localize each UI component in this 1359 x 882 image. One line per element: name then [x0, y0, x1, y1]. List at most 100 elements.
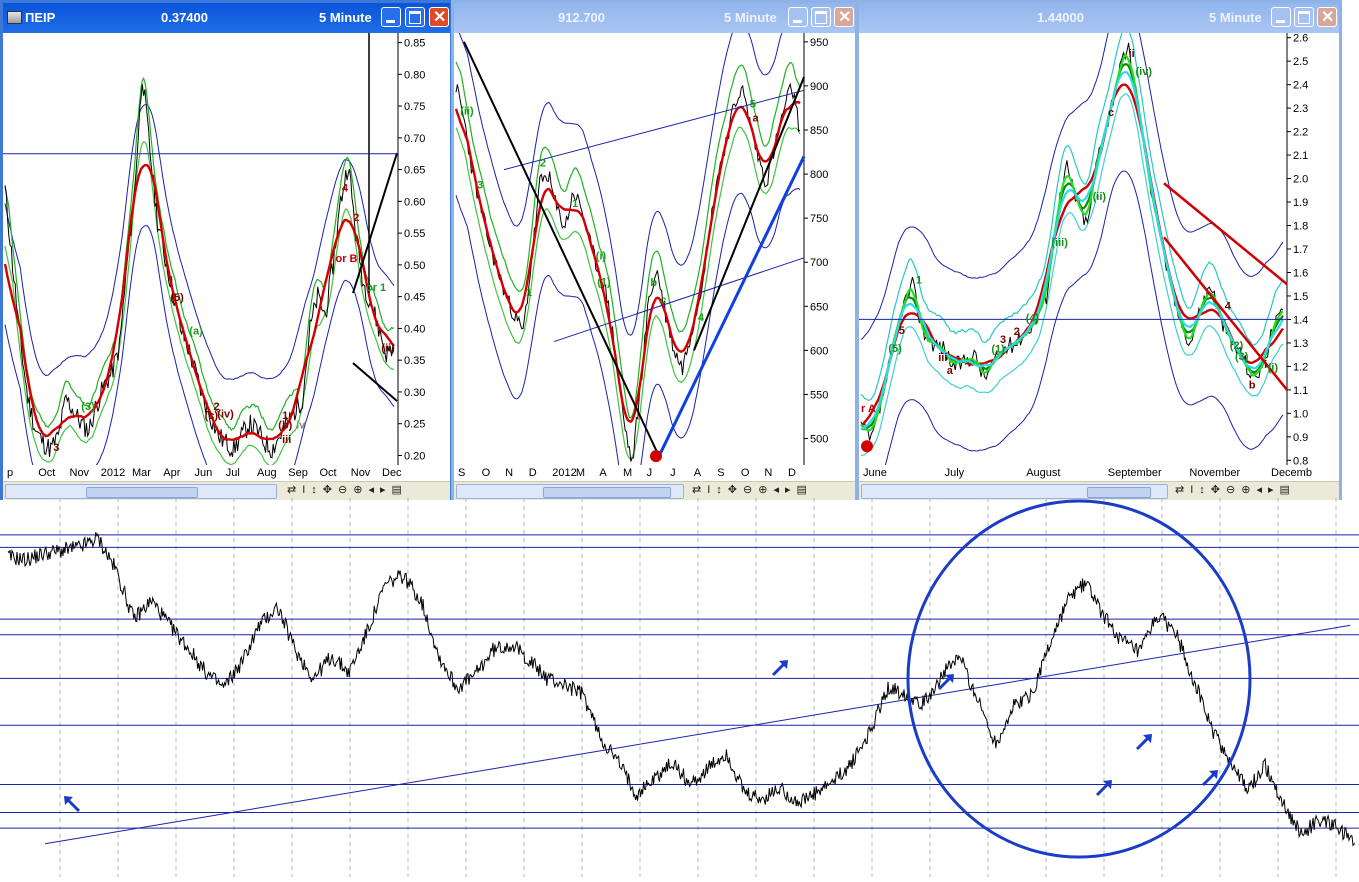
- close-button[interactable]: ✕: [834, 7, 854, 27]
- chart-tools[interactable]: ⇄I↕✥⊖⊕◂▸▤: [692, 483, 813, 496]
- sync-icon[interactable]: ⇄: [287, 484, 303, 496]
- chart-window-2[interactable]: 912.700 5 Minute ✕ 950 900 850 800 750 700 650…: [451, 0, 858, 500]
- chart-window-1[interactable]: ΠΕΙΡ 0.37400 5 Minute ✕ 0.85 0.80 0.75 0.70…: [0, 0, 453, 500]
- title-bar[interactable]: 912.700 5 Minute ✕: [454, 3, 855, 33]
- wave-label: 2: [1014, 326, 1020, 338]
- price-plot[interactable]: 2.6 2.5 2.4 2.3 2.2 2.1 2.0 1.9 1.8 1.7 1.6 1.5 1.4 1…: [859, 33, 1339, 465]
- maximize-icon: [409, 11, 421, 24]
- scroll-left-icon[interactable]: ◂: [1256, 484, 1268, 496]
- price-plot[interactable]: 0.85 0.80 0.75 0.70 0.65 0.60 0.55 0.50 0.45 0.40…: [3, 33, 450, 465]
- scroll-right-icon[interactable]: ▸: [1267, 484, 1280, 496]
- scroll-right-icon[interactable]: ▸: [379, 484, 392, 496]
- minimize-button[interactable]: [1271, 7, 1291, 27]
- x-tick-label: Oct: [38, 467, 56, 479]
- interval-label: 5 Minute: [1209, 10, 1262, 25]
- minimize-button[interactable]: [788, 7, 808, 27]
- sync-icon[interactable]: ⇄: [1175, 484, 1191, 496]
- vertical-zoom-icon[interactable]: ↕: [311, 484, 323, 496]
- scroll-thumb[interactable]: [1087, 487, 1151, 498]
- move-icon[interactable]: ✥: [322, 484, 338, 496]
- maximize-button[interactable]: [1294, 7, 1314, 27]
- wave-label: (1): [991, 344, 1005, 356]
- zoom-out-icon[interactable]: ⊖: [1226, 484, 1242, 496]
- zoom-in-icon[interactable]: ⊕: [758, 484, 774, 496]
- y-tick-label: 0.25: [404, 419, 425, 431]
- long-term-chart-svg[interactable]: [0, 498, 1359, 877]
- wave-label: (ii): [1093, 191, 1107, 203]
- wave-label: a: [753, 113, 760, 125]
- price-chart-svg[interactable]: 2.6 2.5 2.4 2.3 2.2 2.1 2.0 1.9 1.8 1.7 1.6 1.5 1.4 1…: [859, 33, 1339, 465]
- x-tick-label: S: [458, 467, 466, 479]
- envelope-upper-line: [455, 61, 801, 419]
- y-tick-label: 650: [810, 301, 828, 313]
- x-tick-label: O: [481, 467, 491, 479]
- horizontal-scrollbar[interactable]: [456, 484, 684, 499]
- zoom-out-icon[interactable]: ⊖: [338, 484, 354, 496]
- scroll-toolbar[interactable]: ⇄I↕✥⊖⊕◂▸▤: [454, 481, 855, 500]
- zoom-in-icon[interactable]: ⊕: [353, 484, 369, 496]
- move-icon[interactable]: ✥: [1210, 484, 1226, 496]
- window-menu-icon[interactable]: ▤: [796, 484, 813, 496]
- horizontal-scrollbar[interactable]: [861, 484, 1168, 499]
- wave-label: 4: [342, 182, 349, 194]
- maximize-button[interactable]: [405, 7, 425, 27]
- wave-label: (a): [189, 326, 203, 338]
- cursor-icon[interactable]: I: [1190, 484, 1200, 496]
- scroll-left-icon[interactable]: ◂: [368, 484, 380, 496]
- cursor-icon[interactable]: I: [302, 484, 312, 496]
- cursor-icon[interactable]: I: [707, 484, 717, 496]
- arrow-icon: [937, 674, 954, 691]
- scroll-right-icon[interactable]: ▸: [784, 484, 797, 496]
- wave-label: (3): [81, 401, 95, 413]
- scroll-toolbar[interactable]: ⇄I↕✥⊖⊕◂▸▤: [859, 481, 1339, 500]
- x-tick-label: N: [764, 467, 773, 479]
- sync-icon[interactable]: ⇄: [692, 484, 708, 496]
- lower-band-line: [884, 170, 1284, 465]
- y-tick-label: 0.80: [404, 69, 425, 81]
- vertical-zoom-icon[interactable]: ↕: [716, 484, 728, 496]
- minimize-button[interactable]: [381, 7, 401, 27]
- channel-upper-line: [503, 89, 805, 171]
- y-tick-label: 0.55: [404, 228, 425, 240]
- scroll-left-icon[interactable]: ◂: [773, 484, 785, 496]
- maximize-button[interactable]: [811, 7, 831, 27]
- scroll-thumb[interactable]: [543, 487, 671, 498]
- chart-window-3[interactable]: 1.44000 5 Minute ✕ 2.6 2.5 2.4 2.3 2.2 2.1 2.0…: [856, 0, 1342, 500]
- vertical-zoom-icon[interactable]: ↕: [1199, 484, 1211, 496]
- wave-label: 3: [1000, 334, 1006, 346]
- minimize-icon: [386, 20, 395, 23]
- y-tick-label: 0.35: [404, 355, 425, 367]
- price-label: 0.37400: [161, 10, 208, 25]
- app-icon: [7, 11, 22, 24]
- scroll-toolbar[interactable]: ⇄I↕✥⊖⊕◂▸▤: [3, 481, 450, 500]
- moving-average-line: [860, 83, 1284, 427]
- scroll-thumb[interactable]: [86, 487, 198, 498]
- envelope-lower-line: [4, 141, 395, 465]
- wave-label: (i): [1268, 362, 1279, 374]
- window-menu-icon[interactable]: ▤: [391, 484, 408, 496]
- close-button[interactable]: ✕: [429, 7, 449, 27]
- title-bar[interactable]: ΠΕΙΡ 0.37400 5 Minute ✕: [3, 3, 450, 33]
- title-bar[interactable]: 1.44000 5 Minute ✕: [859, 3, 1339, 33]
- close-button[interactable]: ✕: [1317, 7, 1337, 27]
- wave-label: (2): [1230, 340, 1244, 352]
- wave-label: (b): [278, 419, 292, 431]
- price-chart-svg[interactable]: 0.85 0.80 0.75 0.70 0.65 0.60 0.55 0.50 0.45 0.40…: [3, 33, 450, 465]
- price-plot[interactable]: 950 900 850 800 750 700 650 600 550 500 (i) (1) 1 2 3 4…: [454, 33, 855, 465]
- wave-label: (3): [1235, 351, 1249, 363]
- chart-tools[interactable]: ⇄I↕✥⊖⊕◂▸▤: [1175, 483, 1296, 496]
- wave-label: (1): [597, 276, 611, 288]
- move-icon[interactable]: ✥: [727, 484, 743, 496]
- chart-tools[interactable]: ⇄I↕✥⊖⊕◂▸▤: [287, 483, 408, 496]
- price-chart-svg[interactable]: 950 900 850 800 750 700 650 600 550 500 (i) (1) 1 2 3 4…: [454, 33, 855, 465]
- arrow-icon: [1135, 734, 1152, 751]
- zoom-in-icon[interactable]: ⊕: [1241, 484, 1257, 496]
- x-tick-label: A: [599, 467, 607, 479]
- wave-label: (5): [888, 343, 902, 355]
- horizontal-scrollbar[interactable]: [5, 484, 277, 499]
- wave-label: iv: [296, 419, 306, 431]
- window-menu-icon[interactable]: ▤: [1279, 484, 1296, 496]
- x-tick-label: J: [646, 467, 653, 479]
- long-term-chart[interactable]: [0, 498, 1359, 877]
- zoom-out-icon[interactable]: ⊖: [743, 484, 759, 496]
